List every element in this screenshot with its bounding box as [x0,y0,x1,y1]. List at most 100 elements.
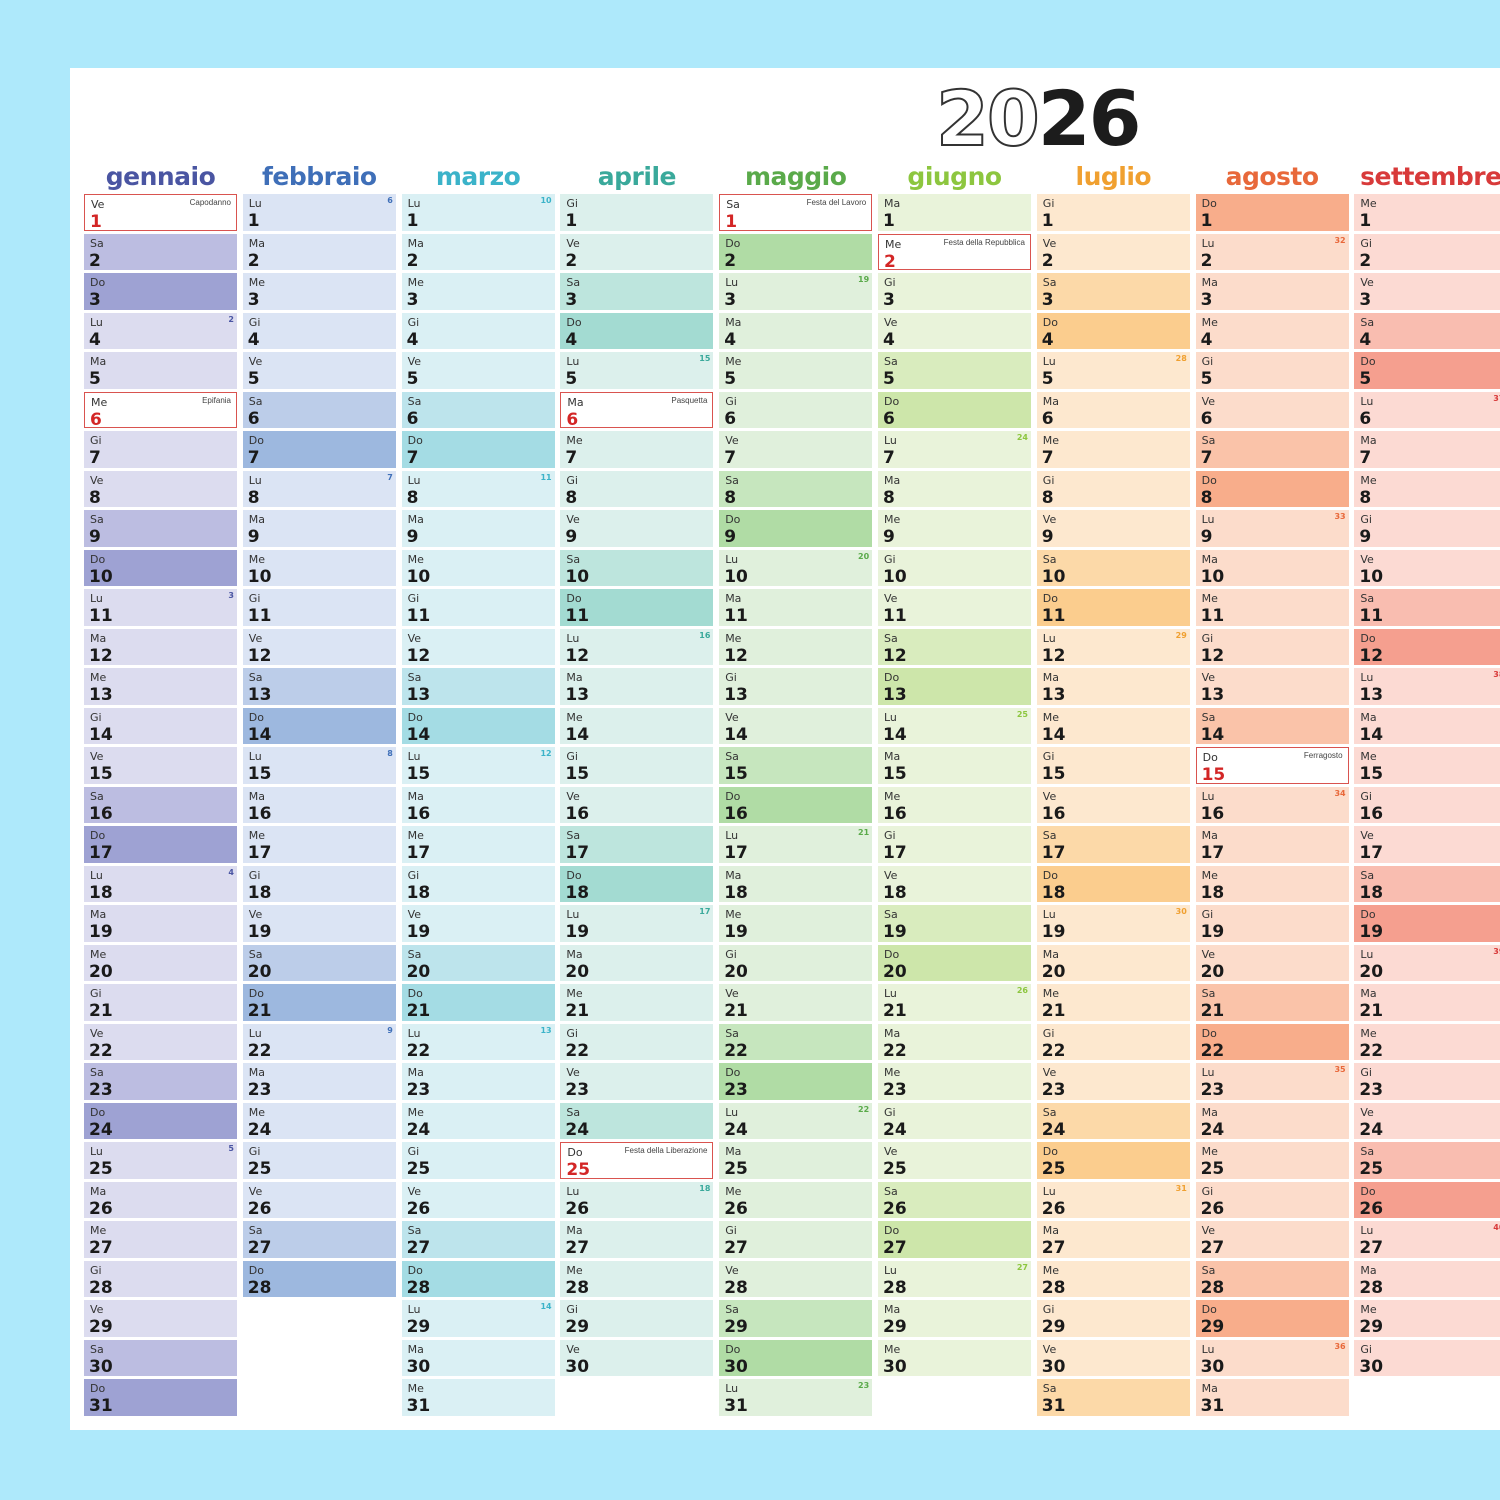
day-cell[interactable]: Sa 17 [1036,826,1190,863]
day-cell[interactable]: Sa 26 [878,1181,1031,1218]
day-cell[interactable]: Do 4 [560,312,714,349]
day-cell[interactable]: Ve 27 [1195,1221,1349,1258]
day-cell[interactable]: Ve 24 [1354,1102,1500,1139]
day-cell[interactable]: Gi 13 [719,668,873,705]
day-cell[interactable]: Lu 15 12 [401,747,555,784]
day-cell[interactable]: Lu 4 2 [84,312,237,349]
day-cell[interactable]: Lu 22 13 [401,1023,555,1060]
day-cell[interactable]: Lu 7 24 [878,431,1031,468]
day-cell[interactable]: Gi 29 [1036,1300,1190,1337]
day-cell[interactable]: Ve 10 [1354,549,1500,586]
day-cell[interactable]: Sa 10 [560,549,714,586]
day-cell[interactable]: Ve 16 [1036,786,1190,823]
day-cell[interactable]: Lu 11 3 [84,589,237,626]
day-cell[interactable]: Ve 22 [84,1023,237,1060]
day-cell[interactable]: Do 26 [1354,1181,1500,1218]
day-cell[interactable]: Gi 17 [878,826,1031,863]
day-cell[interactable]: Me 10 [242,549,396,586]
day-cell[interactable]: Do 30 [719,1339,873,1376]
day-cell[interactable]: Me 24 [242,1102,396,1139]
day-cell[interactable]: Me 5 [719,352,873,389]
day-cell[interactable]: Ve 26 [242,1181,396,1218]
day-cell[interactable]: Lu 18 4 [84,865,237,902]
day-cell[interactable]: Me 28 [1036,1260,1190,1297]
day-cell[interactable]: Ve 6 [1195,391,1349,428]
day-cell[interactable]: Gi 18 [401,865,555,902]
day-cell[interactable]: Gi 12 [1195,628,1349,665]
day-cell[interactable]: Lu 26 18 [560,1181,714,1218]
day-cell[interactable]: Gi 11 [242,589,396,626]
day-cell[interactable]: Ve 17 [1354,826,1500,863]
day-cell[interactable]: Sa 13 [242,668,396,705]
day-cell[interactable]: Gi 6 [719,391,873,428]
day-cell[interactable]: Ma 14 [1354,707,1500,744]
day-cell[interactable]: Sa 22 [719,1023,873,1060]
day-cell[interactable]: Do 13 [878,668,1031,705]
day-cell[interactable]: Ve 23 [560,1063,714,1100]
day-cell[interactable]: Do 11 [560,589,714,626]
day-cell[interactable]: Me 17 [242,826,396,863]
day-cell[interactable]: Ve 29 [84,1300,237,1337]
day-cell[interactable]: Ve 19 [401,905,555,942]
day-cell[interactable]: Me 19 [719,905,873,942]
day-cell[interactable]: Ma 23 [242,1063,396,1100]
day-cell[interactable]: Ma 13 [1036,668,1190,705]
day-cell[interactable]: Lu 28 27 [878,1260,1031,1297]
day-cell[interactable]: Ma 12 [84,628,237,665]
day-cell[interactable]: Sa 27 [242,1221,396,1258]
day-cell[interactable]: Gi 25 [401,1142,555,1179]
day-cell[interactable]: Gi 22 [560,1023,714,1060]
day-cell[interactable]: Lu 29 14 [401,1300,555,1337]
day-cell[interactable]: Lu 12 16 [560,628,714,665]
day-cell[interactable]: Ve 12 [401,628,555,665]
day-cell[interactable]: Do 19 [1354,905,1500,942]
day-cell[interactable]: Lu 10 20 [719,549,873,586]
day-cell[interactable]: Lu 25 5 [84,1142,237,1179]
day-cell[interactable]: Gi 15 [560,747,714,784]
day-cell[interactable]: Gi 30 [1354,1339,1500,1376]
day-cell[interactable]: Lu 14 25 [878,707,1031,744]
day-cell[interactable]: Gi 9 [1354,510,1500,547]
day-cell[interactable]: Lu 2 32 [1195,233,1349,270]
day-cell[interactable]: Gi 2 [1354,233,1500,270]
day-cell[interactable]: Do 4 [1036,312,1190,349]
day-cell[interactable]: Do 28 [242,1260,396,1297]
day-cell[interactable]: Do 1 [1195,194,1349,231]
day-cell[interactable]: Lu 8 7 [242,470,396,507]
day-cell[interactable]: Ma 15 [878,747,1031,784]
day-cell[interactable]: Lu 30 36 [1195,1339,1349,1376]
day-cell[interactable]: Ma 25 [719,1142,873,1179]
day-cell[interactable]: Ve 21 [719,984,873,1021]
day-cell[interactable]: Ma 19 [84,905,237,942]
day-cell[interactable]: Me 23 [878,1063,1031,1100]
day-cell[interactable]: Gi 28 [84,1260,237,1297]
day-cell[interactable]: Do 18 [560,865,714,902]
day-cell[interactable]: Ve 30 [560,1339,714,1376]
day-cell[interactable]: Lu 16 34 [1195,786,1349,823]
day-cell[interactable]: Ma 9 [401,510,555,547]
day-cell[interactable]: Ma 27 [1036,1221,1190,1258]
day-cell[interactable]: Ma 3 [1195,273,1349,310]
day-cell[interactable]: Me 11 [1195,589,1349,626]
day-cell[interactable]: Me 1 [1354,194,1500,231]
day-cell[interactable]: Gi 8 [560,470,714,507]
day-cell[interactable]: Ve 5 [242,352,396,389]
day-cell[interactable]: Gi 20 [719,944,873,981]
day-cell[interactable]: Do 5 [1354,352,1500,389]
day-cell[interactable]: Ma 31 [1195,1379,1349,1416]
day-cell[interactable]: Sa 9 [84,510,237,547]
day-cell[interactable]: Do 7 [242,431,396,468]
day-cell[interactable]: Do 16 [719,786,873,823]
day-cell[interactable]: Ve 3 [1354,273,1500,310]
day-cell[interactable]: Ma 18 [719,865,873,902]
day-cell[interactable]: Ve 7 [719,431,873,468]
day-cell[interactable]: Me 8 [1354,470,1500,507]
day-cell[interactable]: Lu 21 26 [878,984,1031,1021]
day-cell[interactable]: Sa 13 [401,668,555,705]
day-cell[interactable]: Me 27 [84,1221,237,1258]
day-cell[interactable]: Ma 24 [1195,1102,1349,1139]
day-cell[interactable]: Ma 9 [242,510,396,547]
day-cell[interactable]: Ma 20 [1036,944,1190,981]
day-cell[interactable]: Gi 21 [84,984,237,1021]
day-cell[interactable]: Me 13 [84,668,237,705]
